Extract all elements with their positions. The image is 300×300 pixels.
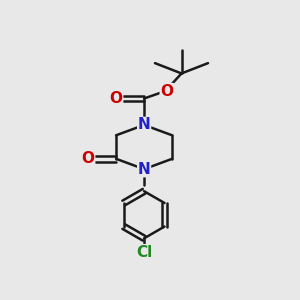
Text: O: O [82,151,95,166]
Text: Cl: Cl [136,245,152,260]
Text: N: N [138,118,151,133]
Text: O: O [160,84,173,99]
Text: N: N [138,162,151,177]
Text: O: O [110,91,123,106]
